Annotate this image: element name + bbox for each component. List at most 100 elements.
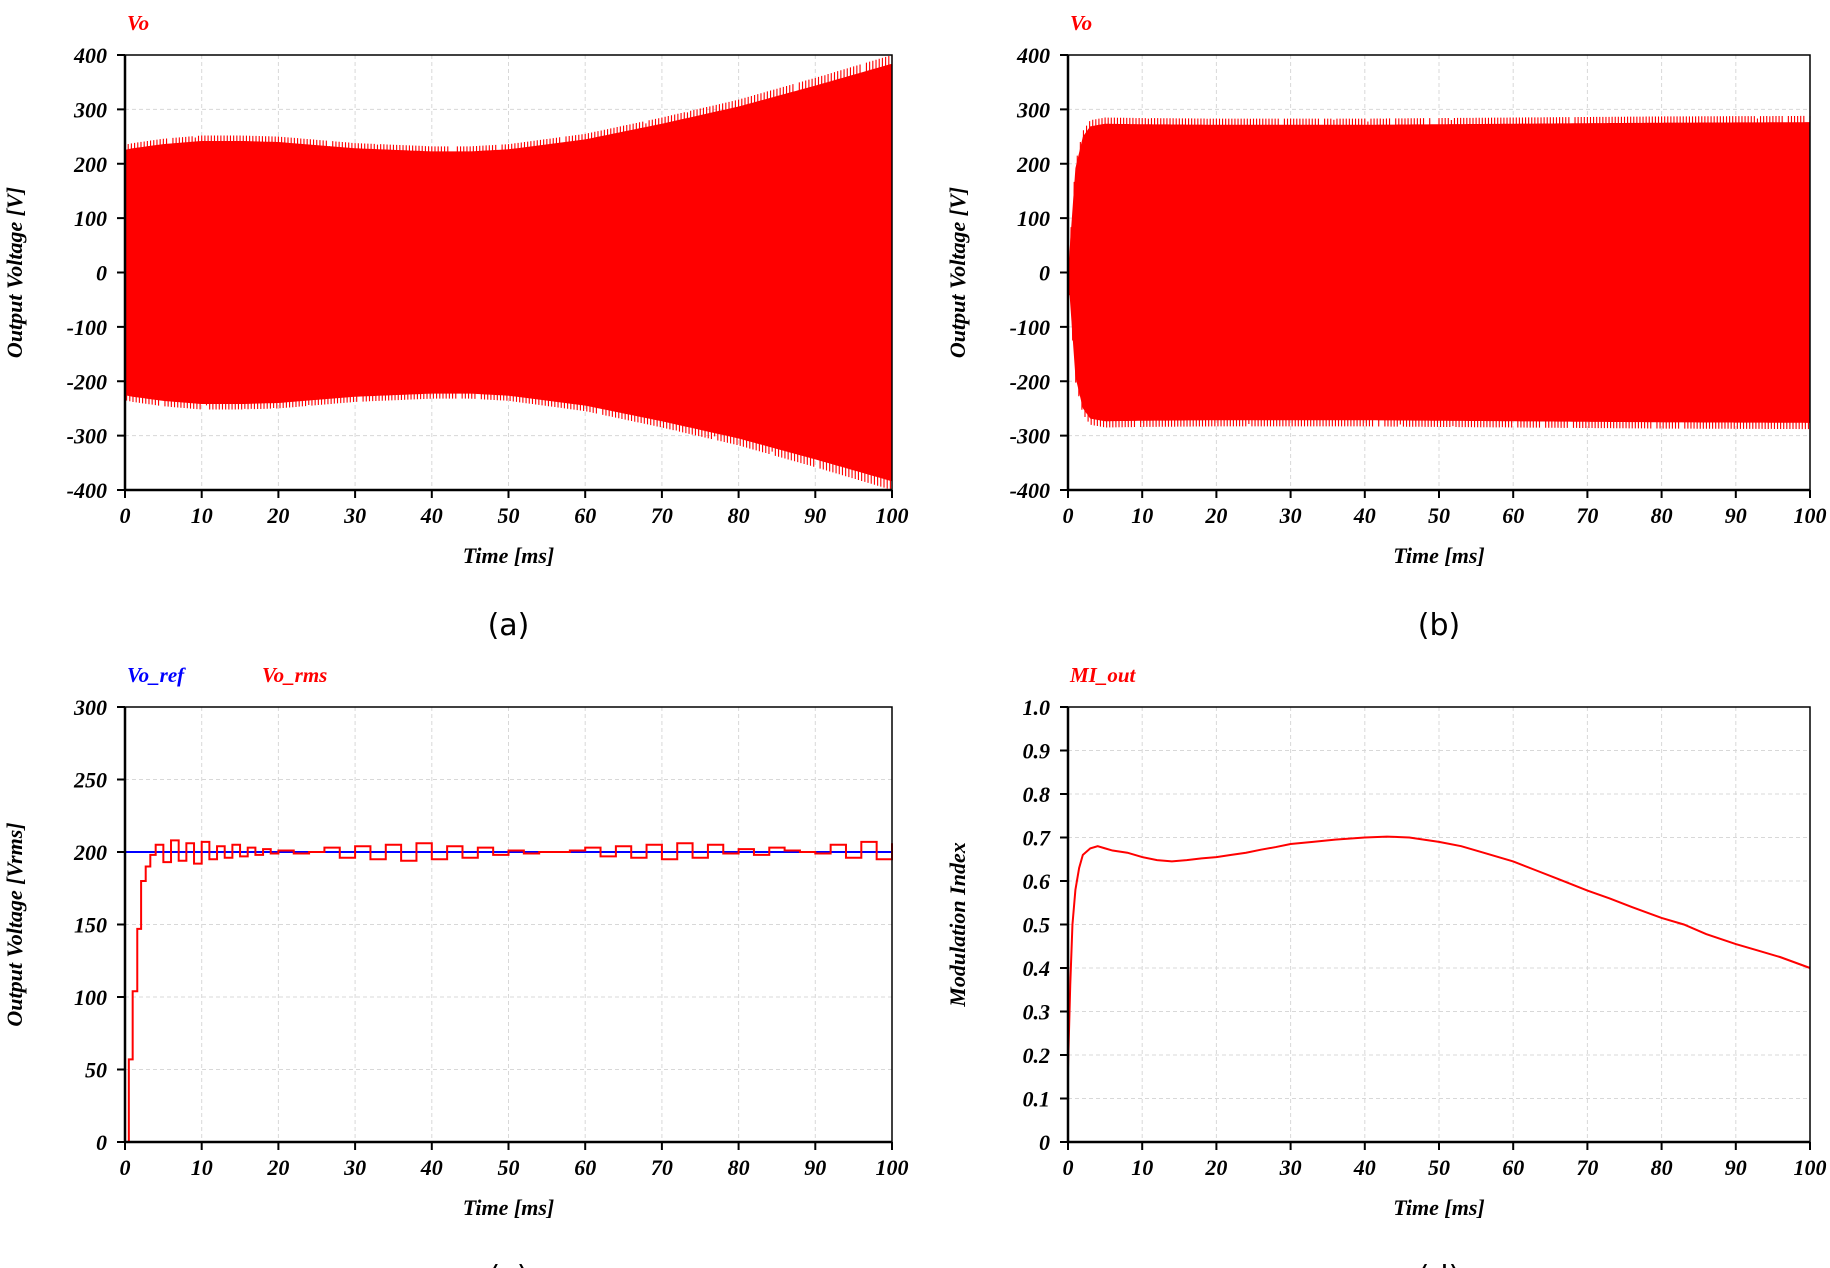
series-Vo_rms bbox=[125, 839, 893, 1143]
panel-b: 0 10 20 30 40 50 60 70 80 90 100 400 300 200 100 0 -100 -… bbox=[945, 11, 1827, 643]
y-axis-label: Modulation Index bbox=[945, 842, 970, 1007]
x-tick-label: 50 bbox=[498, 1155, 520, 1180]
panel-c: 0 10 20 30 40 50 60 70 80 90 100 300 250 200 150 100 50 0… bbox=[2, 663, 909, 1268]
x-tick-label: 70 bbox=[651, 503, 673, 528]
y-tick-label: 0.8 bbox=[1023, 782, 1051, 807]
x-tick-label: 90 bbox=[1725, 503, 1747, 528]
legend-entry: Vo_ref bbox=[127, 663, 186, 687]
x-tick-label: 0 bbox=[120, 503, 131, 528]
y-axis-label: Output Voltage [V] bbox=[2, 187, 27, 358]
y-tick-label: 200 bbox=[73, 840, 107, 865]
x-tick-label: 80 bbox=[1651, 503, 1673, 528]
x-tick-label: 40 bbox=[1353, 1155, 1376, 1180]
x-tick-label: 10 bbox=[1131, 1155, 1153, 1180]
y-tick-label: 400 bbox=[73, 43, 107, 68]
y-tick-label: 300 bbox=[73, 695, 107, 720]
panel-caption: (c) bbox=[489, 1260, 529, 1268]
panel-caption: (d) bbox=[1418, 1260, 1460, 1268]
x-tick-label: 20 bbox=[1204, 503, 1227, 528]
y-tick-label: -300 bbox=[67, 424, 107, 449]
y-tick-label: 150 bbox=[74, 913, 107, 938]
y-tick-label: -300 bbox=[1010, 424, 1050, 449]
legend-entry: Vo bbox=[1070, 11, 1092, 35]
panel-d: 0 10 20 30 40 50 60 70 80 90 100 1.0 0.9 0.8 0.7 0.6 0.5… bbox=[945, 663, 1827, 1268]
y-tick-label: 0.7 bbox=[1023, 826, 1052, 851]
panel-caption: (a) bbox=[488, 608, 530, 643]
y-tick-label: 0 bbox=[96, 261, 107, 286]
y-tick-label: 0.2 bbox=[1023, 1043, 1051, 1068]
x-tick-label: 10 bbox=[191, 1155, 213, 1180]
x-tick-label: 80 bbox=[1651, 1155, 1673, 1180]
x-tick-label: 20 bbox=[266, 503, 289, 528]
y-tick-label: 400 bbox=[1016, 43, 1050, 68]
y-tick-label: 100 bbox=[1017, 206, 1050, 231]
y-tick-label: 250 bbox=[73, 768, 107, 793]
x-tick-label: 90 bbox=[1725, 1155, 1747, 1180]
x-tick-label: 100 bbox=[1794, 1155, 1827, 1180]
y-tick-label: 1.0 bbox=[1023, 695, 1051, 720]
x-tick-label: 30 bbox=[1279, 1155, 1302, 1180]
y-tick-label: -100 bbox=[1010, 315, 1050, 340]
x-tick-label: 100 bbox=[876, 503, 909, 528]
x-tick-label: 70 bbox=[651, 1155, 673, 1180]
x-tick-label: 10 bbox=[191, 503, 213, 528]
legend-entry: Vo_rms bbox=[262, 663, 327, 687]
y-tick-label: 0.4 bbox=[1023, 956, 1051, 981]
x-tick-label: 60 bbox=[1502, 503, 1524, 528]
x-tick-label: 40 bbox=[1353, 503, 1376, 528]
series-Vo bbox=[124, 54, 893, 490]
x-tick-label: 40 bbox=[420, 1155, 443, 1180]
x-tick-label: 40 bbox=[420, 503, 443, 528]
x-axis-label: Time [ms] bbox=[1393, 543, 1484, 568]
x-tick-label: 50 bbox=[1428, 1155, 1450, 1180]
x-tick-label: 10 bbox=[1131, 503, 1153, 528]
y-tick-label: 300 bbox=[1016, 97, 1050, 122]
x-tick-label: 30 bbox=[343, 503, 366, 528]
x-tick-label: 60 bbox=[574, 1155, 596, 1180]
x-tick-label: 50 bbox=[1428, 503, 1450, 528]
series-Vo bbox=[1067, 115, 1811, 430]
x-axis-label: Time [ms] bbox=[463, 1195, 554, 1220]
y-tick-label: 0 bbox=[1039, 1130, 1050, 1155]
x-tick-label: 70 bbox=[1576, 1155, 1598, 1180]
y-tick-label: -400 bbox=[67, 478, 107, 503]
y-tick-label: -100 bbox=[67, 315, 107, 340]
x-tick-label: 0 bbox=[1063, 1155, 1074, 1180]
y-tick-label: 0.1 bbox=[1023, 1087, 1051, 1112]
x-tick-label: 0 bbox=[120, 1155, 131, 1180]
y-tick-label: 100 bbox=[74, 985, 107, 1010]
x-tick-label: 50 bbox=[498, 503, 520, 528]
x-tick-label: 60 bbox=[1502, 1155, 1524, 1180]
x-axis-label: Time [ms] bbox=[463, 543, 554, 568]
x-tick-label: 70 bbox=[1576, 503, 1598, 528]
y-tick-label: -400 bbox=[1010, 478, 1050, 503]
legend-entry: Vo bbox=[127, 11, 149, 35]
x-tick-label: 100 bbox=[1794, 503, 1827, 528]
panel-a: 0 10 20 30 40 50 60 70 80 90 100 400 300 200 100 0 -100 -… bbox=[2, 11, 909, 643]
panel-caption: (b) bbox=[1418, 608, 1460, 643]
y-tick-label: 50 bbox=[85, 1058, 107, 1083]
y-tick-label: 200 bbox=[73, 152, 107, 177]
y-tick-label: -200 bbox=[1010, 369, 1050, 394]
x-tick-label: 90 bbox=[804, 1155, 826, 1180]
legend-entry: MI_out bbox=[1069, 663, 1137, 687]
y-tick-label: 200 bbox=[1016, 152, 1050, 177]
y-tick-label: 300 bbox=[73, 97, 107, 122]
y-axis-label: Output Voltage [V] bbox=[945, 187, 970, 358]
x-tick-label: 80 bbox=[728, 1155, 750, 1180]
y-tick-label: 0 bbox=[1039, 261, 1050, 286]
x-tick-label: 60 bbox=[574, 503, 596, 528]
x-tick-label: 30 bbox=[343, 1155, 366, 1180]
x-tick-label: 80 bbox=[728, 503, 750, 528]
y-tick-label: 0.5 bbox=[1023, 913, 1051, 938]
series-MI_out bbox=[1067, 835, 1811, 1069]
y-tick-label: 0.9 bbox=[1023, 739, 1051, 764]
x-tick-label: 90 bbox=[804, 503, 826, 528]
x-tick-label: 0 bbox=[1063, 503, 1074, 528]
y-tick-label: 0.3 bbox=[1023, 1000, 1051, 1025]
y-tick-label: 0 bbox=[96, 1130, 107, 1155]
x-tick-label: 20 bbox=[1204, 1155, 1227, 1180]
y-tick-label: -200 bbox=[67, 369, 107, 394]
y-tick-label: 100 bbox=[74, 206, 107, 231]
